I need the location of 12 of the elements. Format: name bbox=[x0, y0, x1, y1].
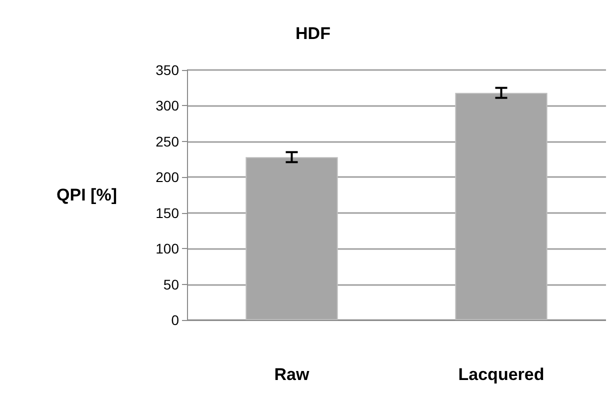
y-tick-label: 300 bbox=[156, 98, 180, 114]
y-tick-label: 350 bbox=[156, 62, 180, 78]
y-tick-label: 0 bbox=[171, 312, 180, 328]
chart-title: HDF bbox=[296, 24, 330, 43]
y-axis-title: QPI [%] bbox=[56, 186, 117, 204]
y-tick-label: 100 bbox=[156, 240, 180, 257]
x-tick-label: Raw bbox=[274, 365, 310, 384]
y-tick-label: 200 bbox=[156, 169, 180, 186]
y-tick-label: 250 bbox=[156, 133, 180, 150]
x-tick-label: Lacquered bbox=[458, 365, 544, 384]
y-tick-label: 150 bbox=[156, 204, 180, 221]
y-tick-label: 50 bbox=[163, 276, 180, 292]
